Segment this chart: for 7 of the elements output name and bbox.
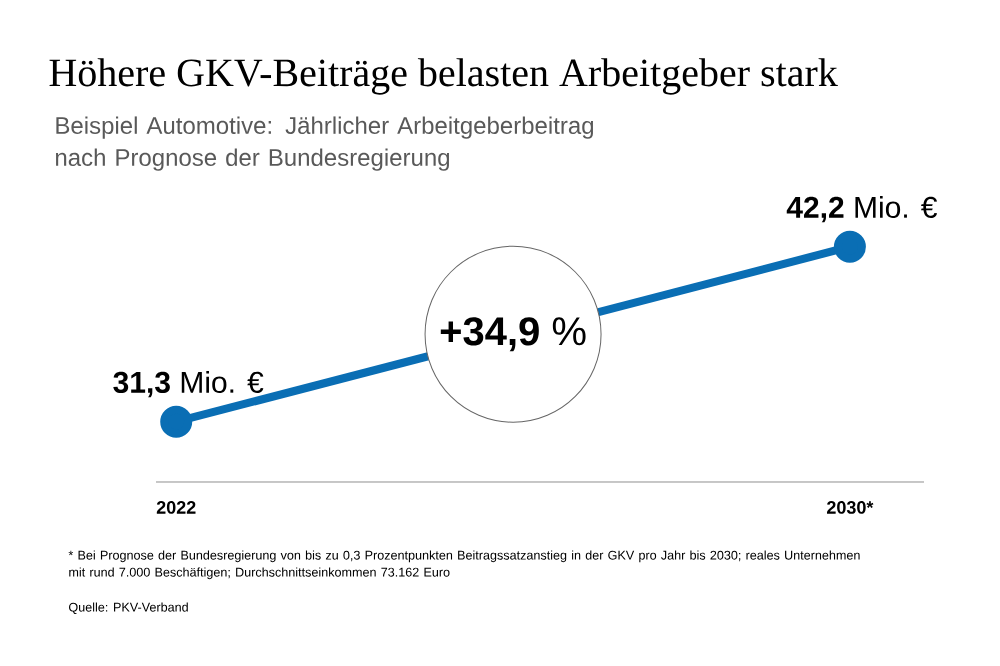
x-tick-label: 2030* (827, 501, 874, 514)
chart-title: Höhere GKV-Beiträge belasten Arbeitgeber stark (49, 58, 838, 95)
data-label: 31,3 Mio. € (113, 370, 264, 398)
data-label: 42,2 Mio. € (786, 195, 938, 223)
chart-subtitle: Beispiel Automotive: Jährlicher Arbeitgeberbeitrag nach Prognose der Bundesregierung (56, 116, 594, 171)
annotation: +34,9 % (440, 317, 586, 352)
x-tick-label: 2022 (156, 501, 196, 514)
